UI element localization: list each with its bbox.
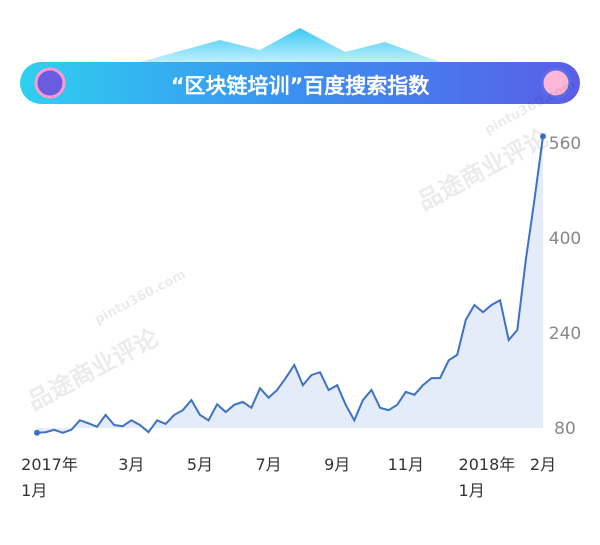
x-tick-label: 9月 [324, 455, 351, 474]
banner-icon [540, 67, 572, 99]
y-tick-label: 240 [549, 324, 581, 344]
banner-mountain [140, 28, 440, 62]
title-banner [20, 62, 580, 104]
x-tick-label: 5月 [186, 455, 214, 474]
x-tick-label: 2月 [529, 455, 557, 474]
end-dot [34, 429, 40, 436]
x-tick-label: 2018年 1月 [458, 455, 516, 500]
x-tick-label: 11月 [387, 455, 424, 474]
chart-title: “区块链培训”百度搜索指数 [170, 74, 430, 98]
banner-icon [34, 67, 66, 99]
line [36, 136, 544, 434]
y-tick-label: 80 [554, 419, 576, 439]
y-tick-label: 560 [549, 134, 581, 154]
x-tick-label: 3月 [118, 455, 145, 474]
end-dot [540, 133, 546, 140]
x-tick-label: 7月 [255, 455, 282, 474]
y-tick-label: 400 [549, 229, 581, 249]
x-tick-label: 2017年 1月 [21, 455, 78, 500]
area [37, 136, 543, 433]
